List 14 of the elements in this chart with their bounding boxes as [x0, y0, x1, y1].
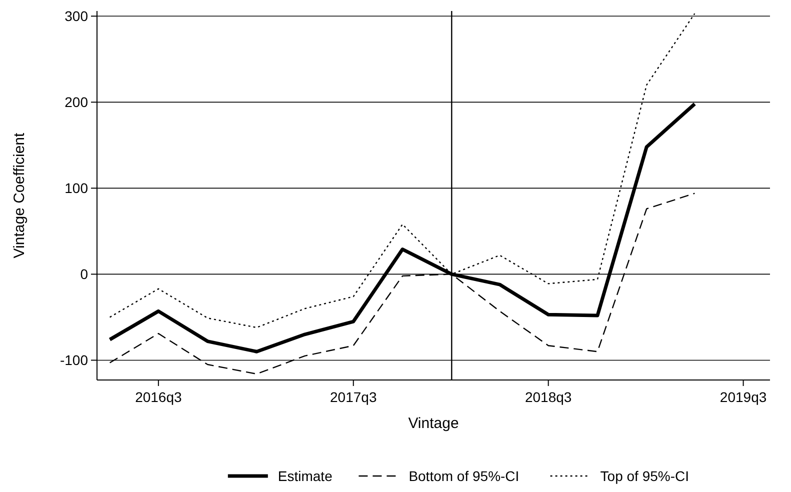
x-tick-label: 2018q3 [524, 389, 572, 405]
x-tick-label: 2019q3 [720, 389, 767, 405]
x-tick-label: 2017q3 [330, 389, 377, 405]
y-tick-label: -100 [60, 352, 88, 368]
x-axis-title: Vintage [408, 415, 459, 432]
legend-label: Top of 95%-CI [600, 468, 690, 484]
y-tick-label: 0 [80, 266, 88, 282]
y-tick-label: 300 [64, 8, 88, 24]
legend-label: Estimate [278, 468, 333, 484]
y-tick-label: 100 [64, 180, 88, 196]
legend-label: Bottom of 95%-CI [408, 468, 520, 484]
y-axis-title: Vintage Coefficient [11, 132, 28, 258]
x-tick-label: 2016q3 [135, 389, 182, 405]
y-tick-label: 200 [64, 94, 88, 110]
